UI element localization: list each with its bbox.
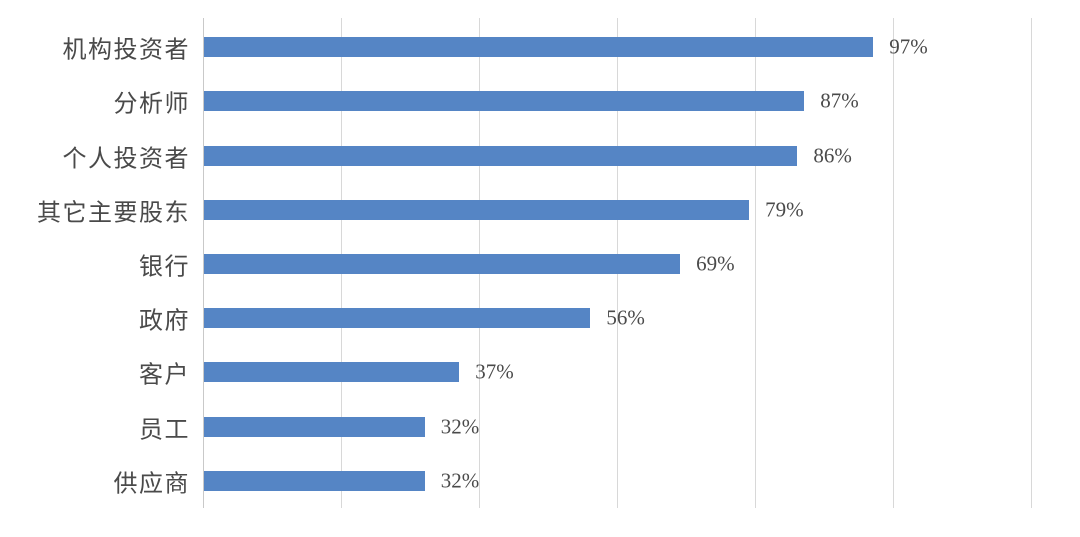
bar — [204, 91, 805, 112]
value-label: 79% — [765, 197, 804, 222]
y-axis-line — [203, 18, 204, 508]
category-label: 机构投资者 — [62, 37, 190, 64]
value-label: 97% — [889, 34, 928, 59]
value-label: 37% — [475, 359, 514, 384]
value-label: 56% — [606, 305, 645, 330]
category-label: 客户 — [139, 362, 190, 389]
value-label: 87% — [820, 88, 859, 113]
bar — [204, 470, 425, 491]
bar — [204, 362, 460, 383]
value-label: 69% — [696, 251, 735, 276]
bar — [204, 199, 750, 220]
gridline — [755, 18, 756, 508]
category-label: 其它主要股东 — [37, 200, 190, 227]
bar — [204, 308, 591, 329]
category-label: 员工 — [139, 417, 190, 444]
category-label: 政府 — [139, 308, 190, 335]
value-label: 86% — [813, 143, 852, 168]
bar — [204, 416, 425, 437]
gridline — [1031, 18, 1032, 508]
bar — [204, 145, 798, 166]
value-label: 32% — [440, 414, 480, 439]
gridline — [893, 18, 894, 508]
bar — [204, 37, 874, 58]
category-label: 银行 — [139, 254, 190, 281]
category-label: 个人投资者 — [62, 146, 190, 173]
bar — [204, 254, 681, 274]
value-label: 32% — [440, 468, 480, 493]
category-label: 供应商 — [113, 471, 190, 498]
category-label: 分析师 — [113, 91, 190, 118]
